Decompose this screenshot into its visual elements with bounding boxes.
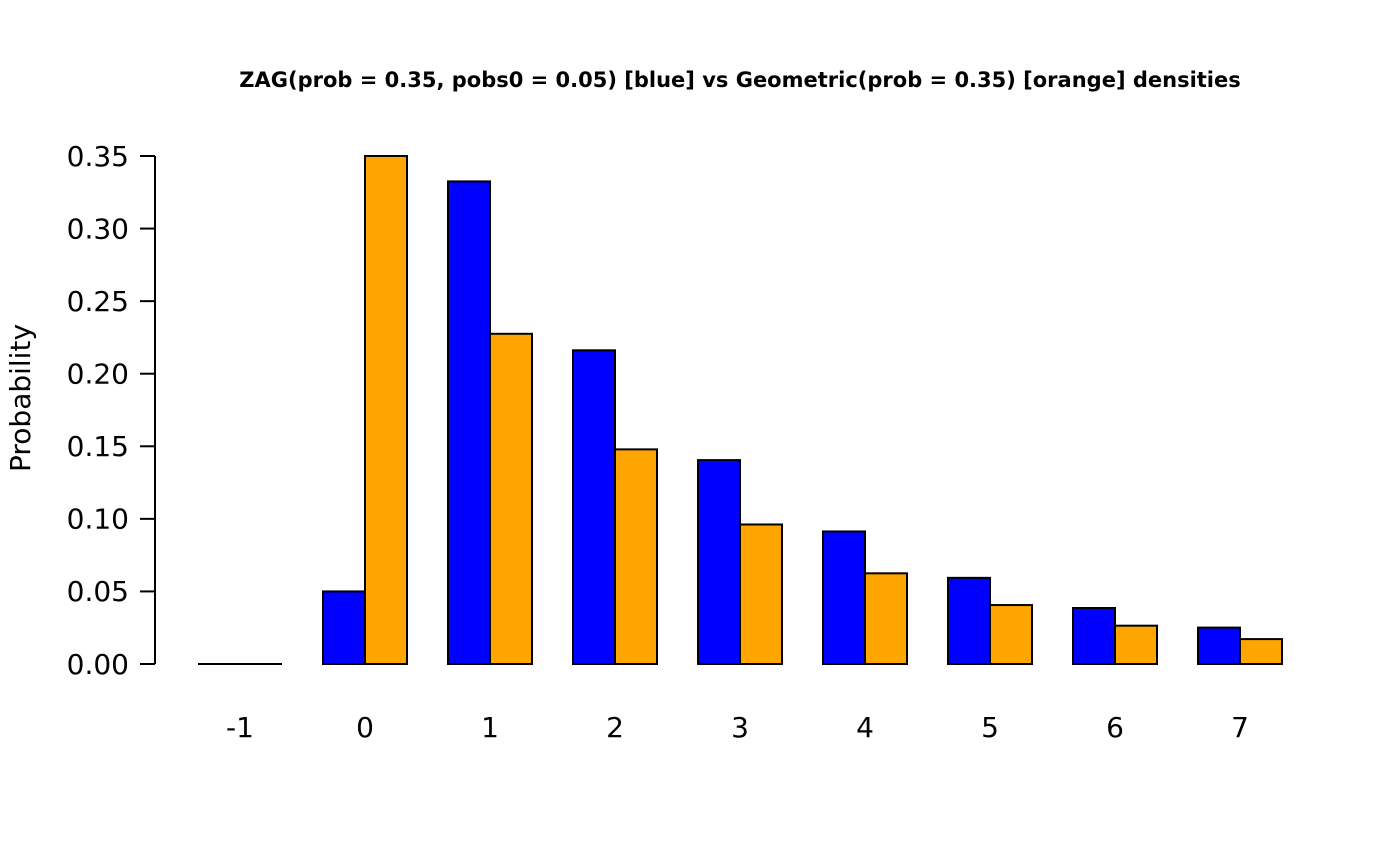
bars: [198, 155, 1283, 666]
x-tick-label: 6: [1106, 711, 1124, 744]
x-tick-label: 1: [481, 711, 499, 744]
bar-zag-x7: [1197, 626, 1241, 666]
y-tick-label: 0.15: [67, 430, 129, 463]
x-tick-label: 3: [731, 711, 749, 744]
x-tick-label: 4: [856, 711, 874, 744]
bar-geometric-x1: [489, 332, 533, 665]
bar-zag-x1: [447, 180, 491, 665]
x-tick-label: 0: [356, 711, 374, 744]
bar-geometric-x4: [864, 572, 908, 665]
y-axis: 0.00 0.05 0.10 0.15 0.20 0.25 0.30 0.35: [67, 140, 156, 681]
bar-geometric-x6: [1114, 624, 1158, 666]
bar-zag-x4: [822, 530, 866, 665]
bar-geometric-x5: [989, 604, 1033, 666]
y-tick-label: 0.20: [67, 358, 129, 391]
x-tick-label: 7: [1231, 711, 1249, 744]
x-tick-label: 2: [606, 711, 624, 744]
y-tick-label: 0.35: [67, 140, 129, 173]
y-axis-title: Probability: [4, 324, 37, 472]
x-tick-label: 5: [981, 711, 999, 744]
y-tick-label: 0.10: [67, 503, 129, 536]
bar-geometric-x7: [1239, 638, 1283, 665]
y-tick-label: 0.25: [67, 285, 129, 318]
bar-geometric-x0: [364, 155, 408, 665]
bar-zag-x3: [697, 459, 741, 665]
y-tick-label: 0.30: [67, 212, 129, 245]
y-tick-label: 0.05: [67, 575, 129, 608]
y-tick-label: 0.00: [67, 648, 129, 681]
bar-zag-x5: [947, 576, 991, 665]
bar-zag-x2: [572, 349, 616, 665]
bar-geometric-x3: [739, 523, 783, 665]
bar-zag-x0: [322, 590, 366, 666]
x-tick-label: -1: [226, 711, 254, 744]
bar-zag-x6: [1072, 607, 1116, 666]
chart-title: ZAG(prob = 0.35, pobs0 = 0.05) [blue] vs…: [239, 68, 1241, 92]
bar-geometric-x2: [614, 448, 658, 665]
x-axis-labels: -1 0 1 2 3 4 5 6 7: [226, 711, 1249, 744]
